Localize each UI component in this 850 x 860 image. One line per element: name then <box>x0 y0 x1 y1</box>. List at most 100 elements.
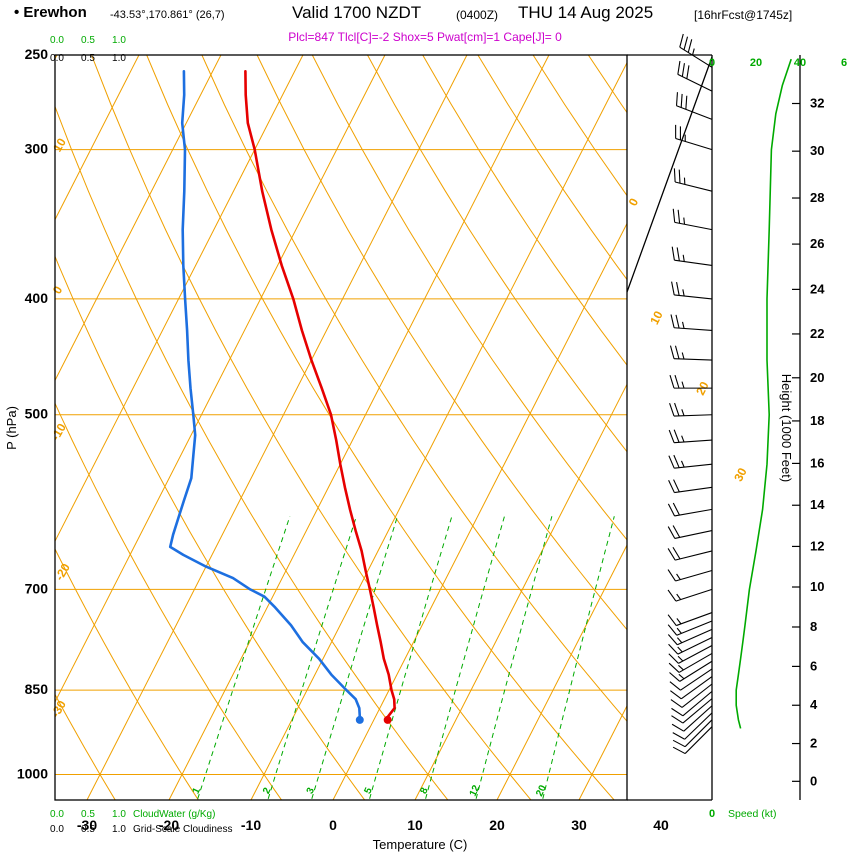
wind-barb-half-feather <box>676 593 682 600</box>
isotherm-label: 10 <box>647 308 666 327</box>
temperature-tick-label: -10 <box>241 817 261 833</box>
wind-barb-feather <box>673 429 680 443</box>
dewpoint-curve <box>168 70 362 719</box>
speed-axis-title: Speed (kt) <box>728 808 776 820</box>
wind-barb-feather <box>669 681 681 691</box>
wind-barb-staff <box>681 683 713 708</box>
wind-barb-staff <box>684 719 713 748</box>
height-tick-label: 6 <box>810 658 817 673</box>
wind-barb-staff <box>674 358 713 361</box>
wind-barb-half-feather <box>683 217 686 225</box>
height-tick-label: 24 <box>810 281 825 296</box>
wind-barb-feather <box>671 723 685 732</box>
height-tick-label: 0 <box>810 773 817 788</box>
wind-barb-staff <box>674 327 713 331</box>
cloudiness-scale-bottom: 1.0 <box>112 824 126 835</box>
wind-barb-staff <box>674 439 713 444</box>
wind-barb-feather <box>667 503 676 517</box>
pressure-tick-label: 500 <box>25 406 49 422</box>
cloudiness-scale-top: 0.0 <box>50 53 64 64</box>
pressure-tick-label: 250 <box>25 46 49 62</box>
wind-barb-half-feather <box>681 352 685 360</box>
wind-barb-half-feather <box>691 48 695 56</box>
speed-tick-top: 40 <box>794 57 806 69</box>
wind-barb-half-feather <box>681 435 685 443</box>
wind-barb-feather <box>669 374 675 389</box>
dry-adiabat-line <box>367 55 627 453</box>
height-tick-label: 16 <box>810 455 824 470</box>
mixing-ratio-line <box>197 516 291 799</box>
mixing-ratio-lines <box>197 516 615 799</box>
temperature-tick-label: 10 <box>407 817 423 833</box>
wind-barb-feather <box>667 614 677 626</box>
dry-adiabat-label: -30 <box>48 698 69 720</box>
dry-adiabat-line <box>55 547 199 800</box>
speed-scale: 0 20 40 60 Speed (kt) <box>709 57 847 820</box>
isotherm-line <box>168 55 550 800</box>
height-tick-label: 10 <box>810 579 824 594</box>
temperature-tick-label: -30 <box>77 817 97 833</box>
cloudwater-scale-bottom: 0.5 <box>81 809 95 820</box>
wind-barb-feather <box>672 546 681 560</box>
height-tick-label: 2 <box>810 736 817 751</box>
cloudiness-scale-bottom: 0.0 <box>50 824 64 835</box>
wind-barb-feather <box>668 455 675 469</box>
dry-adiabat-line <box>532 55 627 197</box>
temperature-trace <box>244 70 396 724</box>
cloudwater-scale: 0.0 0.5 1.0 0.0 0.5 1.0 0.0 0.5 1.0 CloudWater (g… <box>50 35 232 835</box>
wind-barb-half-feather <box>677 655 684 662</box>
mixing-ratio-line <box>267 516 357 799</box>
isotherm-line <box>332 222 627 800</box>
wind-barb-staff <box>677 636 713 655</box>
speed-tick-top: 6 <box>841 57 847 69</box>
isotherm-line <box>55 55 222 382</box>
temperature-tick-label: 20 <box>489 817 505 833</box>
wind-barb-staff <box>674 221 713 231</box>
wind-barb-feather <box>671 707 684 717</box>
pressure-tick-label: 850 <box>25 681 49 697</box>
mixing-ratio-label: 8 <box>418 786 431 796</box>
pressure-axis: 250 300 400 500 700 850 1000 P (hPa) <box>4 46 48 781</box>
wind-barb-feather <box>671 246 675 261</box>
wind-barb-staff <box>678 652 713 673</box>
wind-barb-feather <box>671 281 675 296</box>
wind-barb-feather <box>674 374 680 389</box>
wind-barb-staff <box>674 294 713 300</box>
cloudwater-scale-bottom: 0.0 <box>50 809 64 820</box>
wind-barb-feather <box>669 672 681 682</box>
wind-barb-feather <box>676 247 680 261</box>
wind-barb-staff <box>675 569 713 582</box>
height-tick-label: 32 <box>810 95 824 110</box>
cloudiness-label: Grid-Scale Cloudiness <box>133 824 233 835</box>
wind-barb-feather <box>667 634 678 646</box>
wind-barb-feather <box>667 624 678 636</box>
wind-barb-feather <box>683 36 689 50</box>
height-tick-label: 30 <box>810 143 824 158</box>
pressure-tick-label: 700 <box>25 580 49 596</box>
plot-border <box>54 54 628 801</box>
wind-speed-curve <box>735 58 792 729</box>
wind-barb-half-feather <box>680 460 685 468</box>
speed-tick-bottom: 0 <box>709 808 715 820</box>
wind-barb-staff <box>682 698 713 724</box>
wind-barb-staff <box>674 463 713 469</box>
wind-barb-staff <box>682 690 713 717</box>
wind-barb-staff <box>674 508 713 517</box>
wind-barb-half-feather <box>678 673 685 680</box>
mixing-ratio-line <box>475 516 553 799</box>
wind-barb-half-feather <box>676 637 683 644</box>
height-tick-label: 26 <box>810 236 824 251</box>
isotherm-line <box>86 55 468 800</box>
wind-barb-half-feather <box>676 618 682 625</box>
wind-barb-half-feather <box>678 664 684 671</box>
pressure-tick-label: 300 <box>25 141 49 157</box>
wind-barb-staff <box>676 105 713 120</box>
isotherm-label: 0 <box>626 196 642 209</box>
wind-barb-staff <box>674 486 713 494</box>
wind-barb-feather <box>675 314 680 329</box>
dry-adiabat-label: -10 <box>48 421 69 443</box>
grid-lines <box>55 55 627 800</box>
pressure-axis-title: P (hPa) <box>4 406 19 450</box>
frame <box>54 54 713 801</box>
